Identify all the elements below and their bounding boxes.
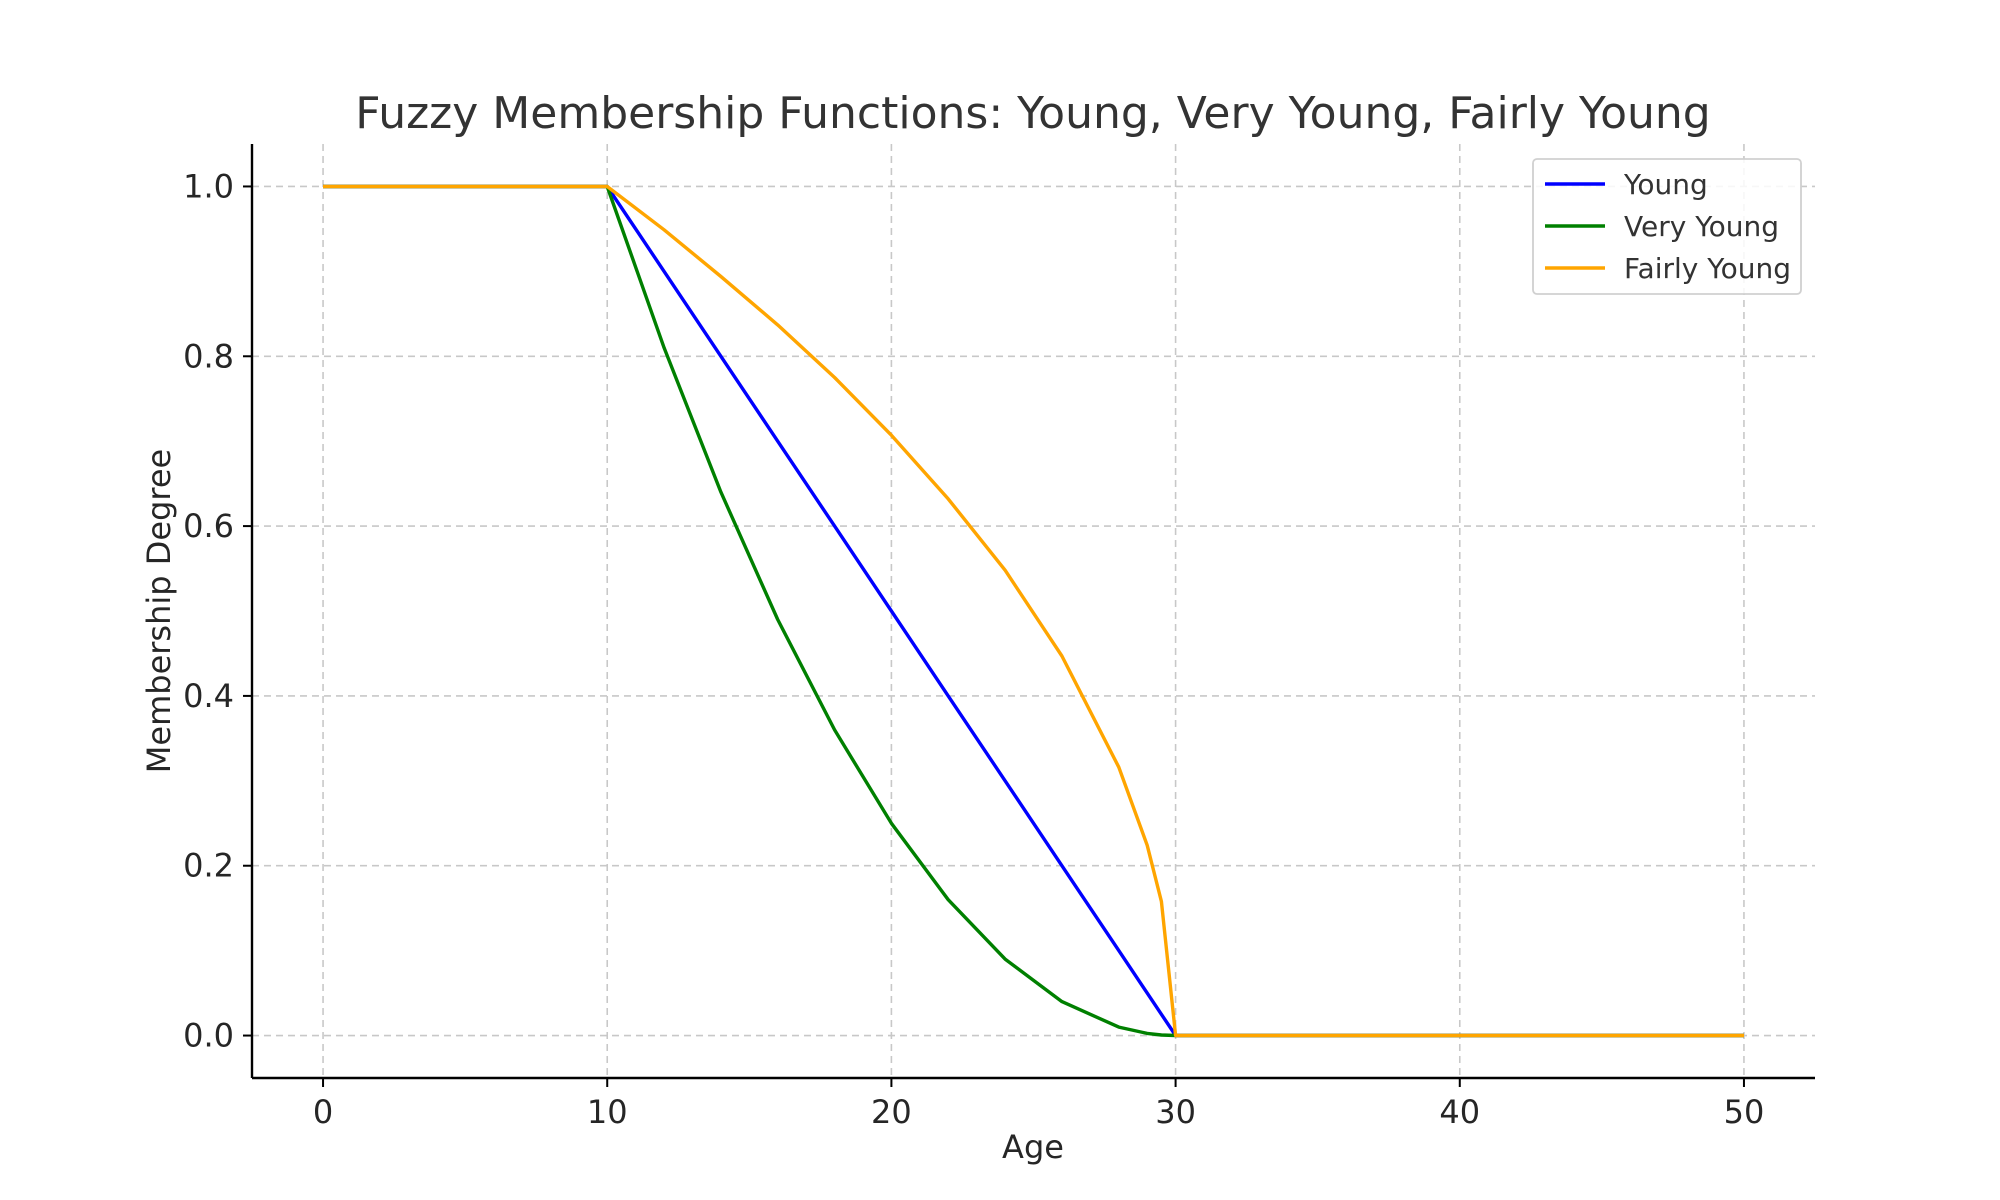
y-ticks: 0.0 0.2 0.4 0.6 0.8 1.0	[183, 167, 252, 1055]
y-tick-label: 0.4	[183, 677, 234, 715]
x-tick-label: 10	[587, 1093, 628, 1131]
x-tick-label: 30	[1155, 1093, 1196, 1131]
legend-box	[1532, 158, 1802, 295]
x-ticks: 0 10 20 30 40 50	[313, 1078, 1764, 1131]
y-axis-label: Membership Degree	[140, 449, 178, 773]
x-tick-label: 40	[1439, 1093, 1480, 1131]
x-tick-label: 0	[313, 1093, 333, 1131]
y-tick-label: 0.8	[183, 337, 234, 375]
x-tick-label: 50	[1724, 1093, 1765, 1131]
y-tick-label: 0.6	[183, 507, 234, 545]
legend: Young Very Young Fairly Young	[1532, 158, 1802, 295]
axes	[250, 144, 1815, 1080]
x-tick-label: 20	[871, 1093, 912, 1131]
y-tick-label: 0.2	[183, 847, 234, 885]
y-tick-label: 0.0	[183, 1017, 234, 1055]
series-line-very-young	[323, 184, 1744, 1038]
legend-label: Very Young	[1624, 210, 1779, 243]
x-axis-label: Age	[1002, 1128, 1064, 1166]
series-lines	[323, 184, 1744, 1038]
legend-label: Young	[1623, 168, 1708, 201]
legend-label: Fairly Young	[1624, 252, 1791, 285]
series-line-fairly-young	[323, 184, 1744, 1038]
chart-title: Fuzzy Membership Functions: Young, Very …	[355, 88, 1710, 139]
y-tick-label: 1.0	[183, 167, 234, 205]
series-line-young	[323, 184, 1744, 1038]
